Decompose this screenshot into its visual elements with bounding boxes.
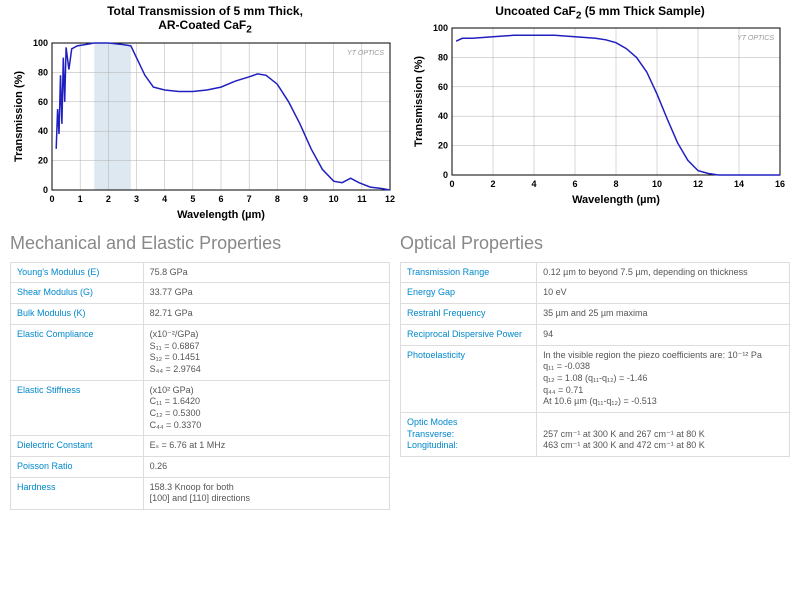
table-row: Young's Modulus (E)75.8 GPa [11, 262, 390, 283]
table-row: PhotoelasticityIn the visible region the… [401, 345, 790, 412]
property-value: 0.26 [143, 457, 389, 478]
property-value: 75.8 GPa [143, 262, 389, 283]
property-label: Transmission Range [401, 262, 537, 283]
svg-text:80: 80 [38, 67, 48, 77]
svg-text:8: 8 [275, 194, 280, 204]
opt-table: Transmission Range0.12 µm to beyond 7.5 … [400, 262, 790, 457]
table-row: Hardness158.3 Knoop for both [100] and [… [11, 477, 390, 509]
property-value: 33.77 GPa [143, 283, 389, 304]
opt-title: Optical Properties [400, 233, 790, 254]
property-label: Restrahl Frequency [401, 304, 537, 325]
mech-section: Mechanical and Elastic Properties Young'… [10, 233, 390, 510]
opt-section: Optical Properties Transmission Range0.1… [400, 233, 790, 510]
property-value: (x10⁻²/GPa) S₁₁ = 0.6867 S₁₂ = 0.1451 S₄… [143, 324, 389, 380]
table-row: Poisson Ratio0.26 [11, 457, 390, 478]
svg-text:8: 8 [613, 179, 618, 189]
svg-text:5: 5 [190, 194, 195, 204]
table-row: Bulk Modulus (K)82.71 GPa [11, 304, 390, 325]
svg-text:YT OPTICS: YT OPTICS [347, 50, 384, 57]
mech-table: Young's Modulus (E)75.8 GPaShear Modulus… [10, 262, 390, 510]
property-label: Young's Modulus (E) [11, 262, 144, 283]
table-row: Restrahl Frequency35 µm and 25 µm maxima [401, 304, 790, 325]
property-value: 158.3 Knoop for both [100] and [110] dir… [143, 477, 389, 509]
property-value: 0.12 µm to beyond 7.5 µm, depending on t… [537, 262, 790, 283]
mech-title: Mechanical and Elastic Properties [10, 233, 390, 254]
svg-text:4: 4 [531, 179, 536, 189]
svg-text:Transmission (%): Transmission (%) [13, 70, 25, 161]
property-label: Energy Gap [401, 283, 537, 304]
svg-text:Wavelength (µm): Wavelength (µm) [572, 194, 660, 206]
chart1-title: Total Transmission of 5 mm Thick, AR-Coa… [10, 4, 400, 37]
property-value: 257 cm⁻¹ at 300 K and 267 cm⁻¹ at 80 K 4… [537, 412, 790, 456]
property-label: Dielectric Constant [11, 436, 144, 457]
svg-text:4: 4 [162, 194, 167, 204]
table-row: Shear Modulus (G)33.77 GPa [11, 283, 390, 304]
table-row: Optic Modes Transverse: Longitudinal: 25… [401, 412, 790, 456]
svg-text:YT OPTICS: YT OPTICS [737, 35, 774, 42]
svg-text:6: 6 [572, 179, 577, 189]
property-value: In the visible region the piezo coeffici… [537, 345, 790, 412]
table-row: Dielectric ConstantEₛ = 6.76 at 1 MHz [11, 436, 390, 457]
property-label: Optic Modes Transverse: Longitudinal: [401, 412, 537, 456]
property-value: 35 µm and 25 µm maxima [537, 304, 790, 325]
svg-text:10: 10 [652, 179, 662, 189]
svg-text:9: 9 [303, 194, 308, 204]
svg-text:0: 0 [49, 194, 54, 204]
chart-uncoated: Uncoated CaF2 (5 mm Thick Sample) 0 2 4 6 8 1… [410, 4, 790, 225]
table-row: Reciprocal Dispersive Power94 [401, 324, 790, 345]
svg-text:1: 1 [78, 194, 83, 204]
property-value: 10 eV [537, 283, 790, 304]
svg-text:100: 100 [433, 23, 448, 33]
property-label: Hardness [11, 477, 144, 509]
property-label: Photoelasticity [401, 345, 537, 412]
property-label: Bulk Modulus (K) [11, 304, 144, 325]
svg-text:100: 100 [33, 38, 48, 48]
svg-text:40: 40 [438, 112, 448, 122]
svg-text:3: 3 [134, 194, 139, 204]
svg-text:16: 16 [775, 179, 785, 189]
svg-text:11: 11 [357, 194, 367, 204]
chart2-title: Uncoated CaF2 (5 mm Thick Sample) [410, 4, 790, 22]
svg-text:Transmission (%): Transmission (%) [413, 56, 425, 147]
property-label: Elastic Compliance [11, 324, 144, 380]
table-row: Elastic Compliance(x10⁻²/GPa) S₁₁ = 0.68… [11, 324, 390, 380]
svg-text:20: 20 [38, 155, 48, 165]
svg-text:2: 2 [106, 194, 111, 204]
property-value: (x10² GPa) C₁₁ = 1.6420 C₁₂ = 0.5300 C₄₄… [143, 380, 389, 436]
property-value: 94 [537, 324, 790, 345]
svg-text:80: 80 [438, 53, 448, 63]
svg-text:2: 2 [490, 179, 495, 189]
svg-text:60: 60 [38, 97, 48, 107]
svg-text:0: 0 [449, 179, 454, 189]
property-value: 82.71 GPa [143, 304, 389, 325]
svg-text:6: 6 [218, 194, 223, 204]
svg-text:14: 14 [734, 179, 744, 189]
property-label: Elastic Stiffness [11, 380, 144, 436]
svg-text:40: 40 [38, 126, 48, 136]
property-label: Poisson Ratio [11, 457, 144, 478]
svg-text:12: 12 [385, 194, 395, 204]
svg-text:7: 7 [247, 194, 252, 204]
svg-text:Wavelength (µm): Wavelength (µm) [177, 209, 265, 221]
table-row: Transmission Range0.12 µm to beyond 7.5 … [401, 262, 790, 283]
table-row: Energy Gap10 eV [401, 283, 790, 304]
charts-row: Total Transmission of 5 mm Thick, AR-Coa… [0, 0, 800, 225]
property-value: Eₛ = 6.76 at 1 MHz [143, 436, 389, 457]
svg-text:0: 0 [443, 170, 448, 180]
table-row: Elastic Stiffness(x10² GPa) C₁₁ = 1.6420… [11, 380, 390, 436]
property-label: Shear Modulus (G) [11, 283, 144, 304]
svg-text:10: 10 [329, 194, 339, 204]
chart2-svg: 0 2 4 6 8 10 12 14 16 0 20 40 60 80 100 Wavelength (µm)… [410, 22, 790, 207]
svg-text:20: 20 [438, 141, 448, 151]
svg-text:12: 12 [693, 179, 703, 189]
property-label: Reciprocal Dispersive Power [401, 324, 537, 345]
svg-text:60: 60 [438, 82, 448, 92]
tables-row: Mechanical and Elastic Properties Young'… [0, 225, 800, 510]
svg-text:0: 0 [43, 185, 48, 195]
chart-ar-coated: Total Transmission of 5 mm Thick, AR-Coa… [10, 4, 400, 225]
chart1-svg: 0123456789101112020406080100Wavelength (… [10, 37, 400, 222]
